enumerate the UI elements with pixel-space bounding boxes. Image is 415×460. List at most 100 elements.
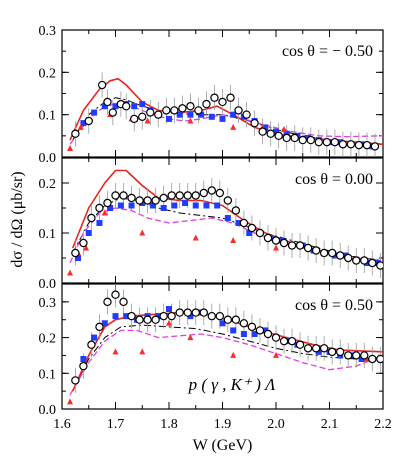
data-point-circle (368, 354, 377, 364)
data-point-square (262, 124, 269, 131)
data-point-circle (311, 344, 321, 353)
data-point-square (131, 103, 138, 110)
data-point-square (283, 130, 290, 137)
data-point-circle (274, 131, 283, 141)
data-point-triangle (77, 123, 84, 130)
y-tick-label: 0.1 (39, 227, 57, 242)
data-point-circle (368, 258, 377, 268)
data-point-square (224, 215, 231, 221)
data-point-circle (231, 315, 241, 324)
data-point-square (112, 103, 119, 110)
x-tick-label: 2.0 (267, 417, 285, 432)
data-point-triangle (281, 125, 288, 132)
data-point-square (96, 220, 103, 226)
data-point-circle (103, 198, 112, 208)
x-axis-title: W (GeV) (193, 437, 253, 454)
data-point-circle (183, 191, 192, 200)
data-point-circle (175, 308, 184, 317)
data-point-triangle (83, 244, 90, 251)
y-tick-label: 0.2 (39, 66, 57, 81)
data-point-square (101, 320, 108, 327)
data-point-circle (178, 104, 187, 113)
panel-3: 0.0 0.1 0.2 0.3 cos θ = 0.50 (39, 283, 384, 418)
data-point-circle (210, 93, 219, 102)
data-point-square (107, 205, 114, 211)
data-point-square (75, 255, 82, 261)
data-point-triangle (144, 117, 151, 124)
data-point-circle (146, 108, 155, 117)
data-point-circle (327, 248, 337, 258)
data-point-square (187, 313, 194, 320)
model-curve-dashdot (72, 324, 383, 392)
data-point-circle (183, 308, 192, 317)
data-point-circle (231, 206, 241, 215)
data-point-circle (239, 319, 249, 328)
data-point-circle (191, 191, 200, 200)
data-point-circle (194, 106, 203, 115)
data-point-circle (135, 315, 144, 324)
data-point-circle (263, 329, 273, 339)
data-point-circle (154, 110, 163, 119)
data-point-triangle (273, 351, 279, 358)
data-point-circle (322, 137, 332, 147)
data-point-circle (255, 326, 265, 335)
data-point-square (80, 120, 87, 127)
data-point-square (166, 306, 172, 312)
data-point-circle (138, 112, 147, 121)
data-point-square (155, 313, 162, 320)
data-point-circle (108, 108, 118, 117)
y-axis-title: dσ / dΩ (μb/sr) (9, 171, 26, 267)
x-tick-label: 1.7 (107, 417, 125, 432)
data-point-circle (346, 140, 356, 149)
data-point-triangle (166, 319, 172, 326)
data-point-circle (242, 110, 251, 119)
data-point-circle (111, 290, 120, 299)
data-point-square (101, 103, 108, 110)
data-point-circle (271, 236, 281, 245)
data-point-circle (159, 311, 168, 321)
data-point-circle (71, 129, 80, 138)
data-point-circle (87, 213, 96, 223)
data-point-square (112, 313, 119, 320)
data-point-square (251, 331, 258, 337)
data-point-square (235, 220, 242, 226)
data-point-circle (175, 191, 184, 200)
data-point-circle (202, 99, 211, 109)
data-point-square (91, 334, 98, 341)
data-point-circle (239, 218, 249, 228)
data-point-circle (103, 297, 112, 307)
data-point-square (80, 356, 87, 362)
data-point-square (198, 111, 205, 118)
data-point-circle (287, 241, 297, 250)
data-point-triangle (67, 145, 74, 152)
data-point-circle (303, 344, 313, 353)
data-point-circle (376, 261, 383, 270)
data-point-circle (287, 336, 297, 346)
data-point-triangle (101, 209, 108, 216)
data-point-square (230, 327, 237, 334)
data-point-circle (362, 140, 372, 150)
data-point-circle (103, 97, 112, 107)
plot-area (67, 169, 383, 278)
data-point-circle (167, 311, 176, 321)
data-point-circle (95, 203, 104, 213)
panel-label: cos θ = 0.50 (295, 297, 373, 314)
data-point-square (91, 109, 98, 116)
data-point-circle (330, 137, 340, 147)
data-point-circle (95, 322, 104, 332)
data-point-square (315, 348, 322, 355)
data-point-circle (162, 106, 171, 115)
data-point-circle (282, 133, 291, 143)
data-point-circle (207, 186, 216, 195)
data-point-triangle (230, 123, 237, 130)
data-point-circle (352, 256, 361, 265)
y-tick-label: 0.0 (39, 151, 57, 166)
data-point-circle (279, 336, 289, 346)
data-point-triangle (187, 334, 194, 341)
data-point-triangle (230, 351, 237, 358)
data-point-circle (167, 191, 176, 200)
data-point-circle (215, 188, 225, 198)
data-point-circle (295, 340, 305, 349)
data-point-circle (319, 344, 329, 353)
